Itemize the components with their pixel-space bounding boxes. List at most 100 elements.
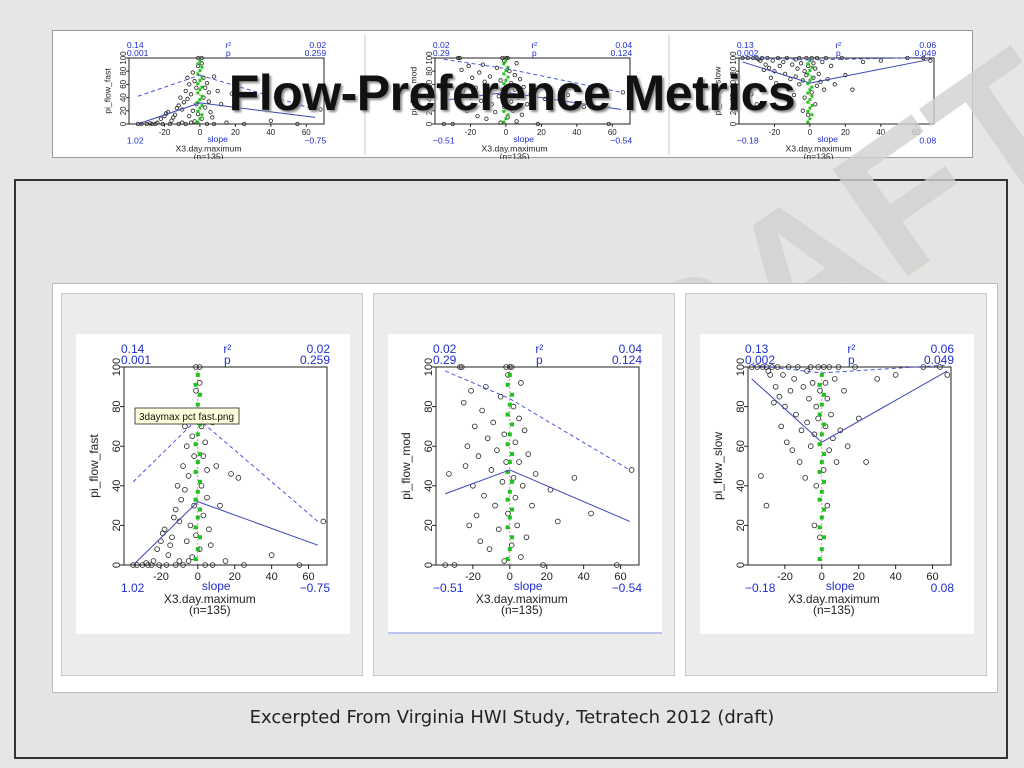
data-point <box>802 475 809 481</box>
x-tick-label: 60 <box>302 571 314 583</box>
data-point <box>183 538 190 545</box>
r2-label: r² <box>531 40 537 50</box>
image-tooltip: 3daymax pct fast.png <box>134 407 240 425</box>
data-point <box>145 562 151 568</box>
data-point <box>477 538 484 545</box>
data-point <box>455 55 461 61</box>
green-point <box>808 59 812 63</box>
r2-label: r² <box>535 342 543 356</box>
green-point <box>506 94 510 98</box>
green-point <box>819 372 824 377</box>
data-point <box>525 451 532 457</box>
green-point <box>504 59 508 63</box>
plot-background <box>61 33 353 157</box>
data-point <box>495 526 502 533</box>
data-point <box>860 59 866 65</box>
data-point <box>185 558 192 564</box>
x-tick-label: 20 <box>853 571 865 583</box>
p-label: p <box>836 48 841 58</box>
y-tick-label: 60 <box>425 79 434 88</box>
data-point <box>508 364 515 370</box>
data-point <box>740 55 745 61</box>
data-point <box>783 439 790 446</box>
data-point <box>206 526 212 533</box>
p-right: 0.124 <box>612 353 642 367</box>
green-point <box>502 110 506 113</box>
data-point <box>510 108 516 113</box>
x-tick-label: 0 <box>819 571 825 583</box>
green-point <box>810 104 814 107</box>
data-point <box>516 95 521 100</box>
r2-right: 0.06 <box>919 40 936 50</box>
r2-right: 0.06 <box>931 342 955 356</box>
data-point <box>442 562 449 568</box>
data-point <box>187 82 192 87</box>
data-point <box>754 364 761 370</box>
data-point <box>844 443 851 450</box>
tooltip-box <box>134 407 240 425</box>
slope-label: slope <box>202 579 231 593</box>
data-point <box>209 562 216 568</box>
fit-line-left <box>137 102 201 125</box>
y-tick-label: 80 <box>735 400 747 412</box>
slope-left: 1.02 <box>127 135 144 145</box>
r2-left: 0.13 <box>745 342 769 356</box>
p-label: p <box>848 353 855 367</box>
data-point <box>268 552 275 558</box>
data-point <box>829 63 834 69</box>
green-point <box>193 382 198 387</box>
green-point <box>806 100 810 104</box>
data-point <box>194 85 199 90</box>
data-point <box>208 109 213 115</box>
n-label: (n=135) <box>501 603 543 617</box>
data-point <box>831 376 838 382</box>
data-point <box>778 423 785 430</box>
data-point <box>174 483 181 489</box>
x-axis-title: X3.day.maximum <box>786 143 852 153</box>
green-point <box>510 535 515 540</box>
r2-left: 0.02 <box>433 342 457 356</box>
data-point <box>850 87 855 92</box>
y-tick-label: 100 <box>111 358 123 376</box>
green-point <box>506 85 510 89</box>
data-point <box>758 473 764 479</box>
data-point <box>800 384 807 390</box>
data-point <box>817 387 823 394</box>
green-point <box>505 557 510 562</box>
data-point <box>514 119 519 124</box>
data-point <box>804 368 810 374</box>
green-point <box>502 100 506 104</box>
p-left: 0.29 <box>433 353 457 367</box>
data-point <box>473 512 480 519</box>
data-point <box>811 61 816 66</box>
green-point <box>198 59 202 63</box>
data-point <box>470 75 475 80</box>
data-point <box>464 443 471 450</box>
data-point <box>532 471 539 477</box>
data-point <box>496 94 501 99</box>
green-point <box>810 113 814 117</box>
data-point <box>193 387 199 394</box>
y-axis-title: pi_flow_mod <box>408 67 418 116</box>
x-tick-label: -20 <box>465 571 481 583</box>
data-point <box>171 514 177 521</box>
fit-line-right <box>197 501 318 546</box>
p-label: p <box>532 48 537 58</box>
data-point <box>892 372 899 378</box>
data-point <box>176 103 181 108</box>
green-point <box>510 452 515 457</box>
green-point <box>502 82 506 86</box>
data-point <box>167 121 172 127</box>
data-point <box>498 78 503 83</box>
data-point <box>236 92 242 98</box>
slope-left: −0.51 <box>433 581 464 595</box>
slope-label: slope <box>514 579 543 593</box>
fit-line-left <box>742 61 811 84</box>
green-point <box>819 432 824 437</box>
data-point <box>224 120 229 125</box>
thumbnail-strip: -20 0 20 40 600204060801000.140.001r²p0.020.… <box>61 33 963 159</box>
slope-right: −0.54 <box>612 581 643 595</box>
data-point <box>144 121 149 127</box>
green-point <box>195 489 200 494</box>
green-point <box>193 469 198 474</box>
